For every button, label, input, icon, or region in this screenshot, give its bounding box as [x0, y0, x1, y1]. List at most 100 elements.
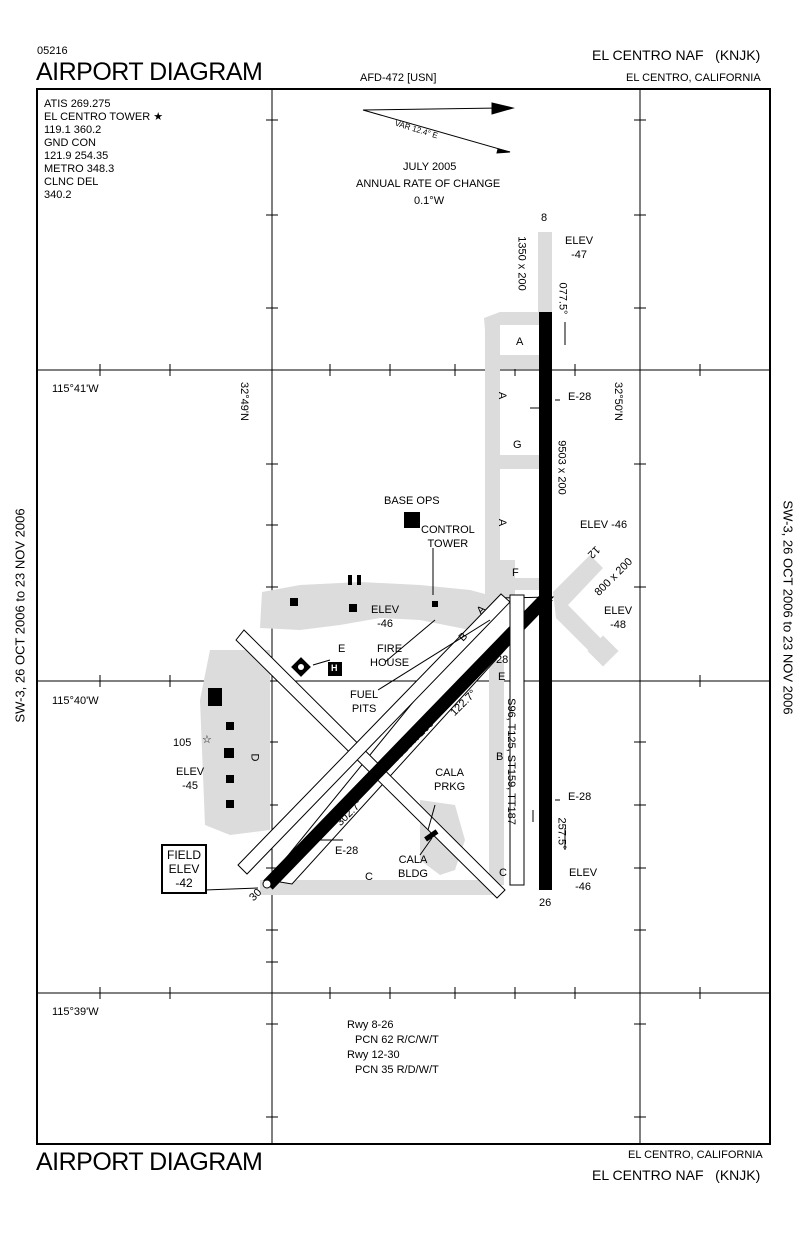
lat-50: 32°50'N — [611, 382, 624, 421]
lon-41: 115°41'W — [52, 383, 99, 395]
elev-ne: ELEV -47 — [565, 235, 594, 261]
e28-top: E-28 — [568, 391, 592, 403]
afd-reference: AFD-472 [USN] — [360, 72, 437, 84]
taxiway-c-south — [260, 880, 500, 895]
frequency-list: ATIS 269.275 EL CENTRO TOWER ★ 119.1 360… — [44, 98, 163, 202]
field-elev-value: -42 — [175, 876, 193, 890]
lat-49: 32°49'N — [237, 382, 250, 421]
e28-left: E-28 — [335, 845, 359, 857]
building-w4 — [226, 775, 234, 783]
variation-arrow — [362, 102, 515, 154]
pavement — [200, 232, 619, 895]
parallel-taxiway-east — [509, 594, 525, 886]
freq-gnd: 121.9 254.35 — [44, 150, 109, 162]
footer-location: EL CENTRO, CALIFORNIA — [628, 1149, 763, 1161]
base-ops-building — [404, 512, 420, 528]
grid-lines — [37, 89, 770, 1144]
taxiway-f-connector — [500, 578, 540, 590]
rwy-info-2: PCN 62 R/C/W/T — [355, 1034, 439, 1046]
page-title: AIRPORT DIAGRAM — [36, 58, 263, 86]
taxiway-g — [490, 455, 540, 469]
taxiway-a-2: A — [496, 391, 509, 400]
beacon-elev: 105 — [173, 737, 192, 749]
building-apron-4 — [348, 575, 352, 585]
building-w5 — [226, 800, 234, 808]
taxiway-east-overrun — [553, 555, 612, 662]
crossing-taxiway-nw — [235, 629, 506, 899]
variation-rate: 0.1°W — [414, 195, 445, 207]
taxiway-a-1: A — [516, 336, 524, 348]
elev-w: ELEV -45 — [176, 766, 205, 792]
footer-airport-name: EL CENTRO NAF — [592, 1167, 704, 1183]
rwy-info-1: Rwy 8-26 — [347, 1019, 394, 1031]
taxiway-c-1: C — [365, 871, 373, 883]
runway-strength: S96, T125, ST159, TT187 — [504, 698, 517, 825]
buildings — [208, 512, 439, 842]
taxiway-d: D — [248, 753, 261, 762]
beacon-icon: ☆ — [202, 734, 212, 746]
rwy-info-3: Rwy 12-30 — [347, 1049, 400, 1061]
elev-ne-value: -47 — [571, 249, 588, 261]
building-cala — [424, 829, 439, 842]
freq-gnd-name: GND CON — [44, 137, 96, 149]
overrun-8-dims: 1350 x 200 — [515, 236, 528, 291]
cala-bldg-label: CALA BLDG — [398, 854, 428, 880]
rwy-info-4: PCN 35 R/D/W/T — [355, 1064, 439, 1076]
rwy26-end-label: 26 — [539, 897, 552, 909]
cala-prkg-label: CALA PRKG — [434, 767, 466, 793]
freq-metro: METRO 348.3 — [44, 163, 115, 175]
elev-se: ELEV -46 — [569, 867, 598, 893]
building-apron-3 — [432, 601, 438, 607]
e28-bottom: E-28 — [568, 791, 592, 803]
freq-tower-name: EL CENTRO TOWER ★ — [44, 111, 164, 123]
runway-pcn-info: Rwy 8-26 PCN 62 R/C/W/T Rwy 12-30 PCN 35… — [347, 1018, 439, 1078]
heading-257: 257.5° — [555, 817, 568, 850]
base-ops-label: BASE OPS — [384, 495, 440, 507]
taxiway-north-connector — [500, 355, 540, 369]
building-apron-2 — [349, 604, 357, 612]
freq-atis: ATIS 269.275 — [44, 98, 111, 110]
footer-title: AIRPORT DIAGRAM — [36, 1148, 263, 1176]
chart-number: 05216 — [37, 45, 68, 57]
airport-location: EL CENTRO, CALIFORNIA — [626, 72, 761, 84]
building-w1 — [208, 688, 222, 706]
taxiway-c-2: C — [499, 867, 507, 879]
taxiway-a-north — [484, 312, 540, 600]
rwy8-26-dims: 9503 x 200 — [555, 440, 568, 495]
field-elev-box — [161, 844, 207, 894]
variation-date: JULY 2005 — [403, 161, 457, 173]
rwy8-end-label: 8 — [541, 212, 548, 224]
elev-se-value: -46 — [575, 881, 592, 893]
heliport-building — [328, 662, 342, 676]
fuel-pits-label: FUEL PITS — [350, 689, 379, 715]
rwy28-mark: 28 — [496, 654, 509, 666]
taxiway-b-2: B — [496, 751, 504, 763]
airport-name-text: EL CENTRO NAF — [592, 47, 704, 63]
fire-house-label: FIRE HOUSE — [370, 643, 410, 669]
control-tower-label: CONTROL TOWER — [421, 524, 475, 550]
variation-rate-label: ANNUAL RATE OF CHANGE — [356, 178, 501, 190]
building-w3 — [224, 748, 234, 758]
taxiway-e-2: E — [498, 671, 506, 683]
heliport-marker-dot — [298, 664, 304, 670]
main-apron — [260, 582, 500, 630]
taxiway-e-1: E — [338, 643, 346, 655]
runway-12-30-group — [235, 591, 555, 899]
lon-40: 115°40'W — [52, 695, 99, 707]
runway-12-30-redraw — [263, 591, 553, 890]
elev-e: ELEV -46 — [580, 519, 628, 531]
runway-8-26 — [539, 312, 552, 890]
lon-39: 115°39'W — [52, 1006, 99, 1018]
freq-clnc: 340.2 — [44, 189, 72, 201]
rwy8-overrun — [538, 232, 552, 314]
elev-center-value: -46 — [377, 618, 394, 630]
elev-w-value: -45 — [182, 780, 199, 792]
elev-center: ELEV -46 — [371, 604, 400, 630]
heading-077: 077.5° — [556, 282, 569, 315]
building-w2 — [226, 722, 234, 730]
airport-name: EL CENTRO NAF (KNJK) — [592, 48, 760, 62]
grid-ticks — [99, 119, 701, 1118]
freq-tower: 119.1 360.2 — [44, 124, 102, 136]
elev-se-overrun-value: -48 — [610, 619, 627, 631]
